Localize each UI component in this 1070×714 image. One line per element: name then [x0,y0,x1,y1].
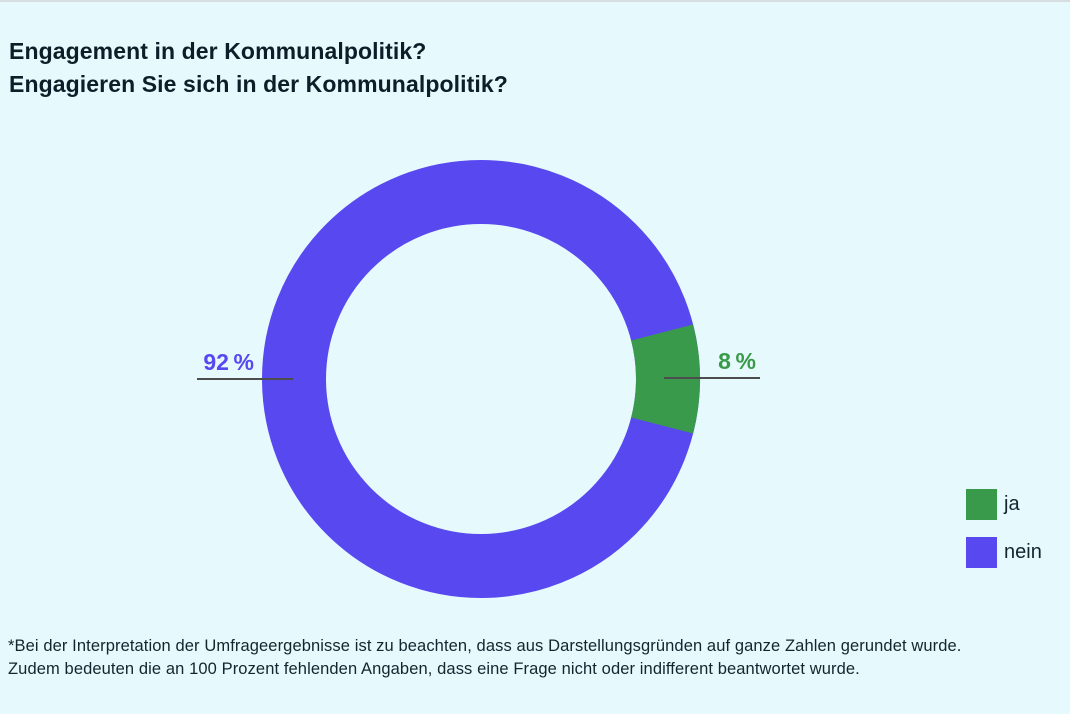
legend: ja nein [966,489,1042,585]
page-subtitle: Engagieren Sie sich in der Kommunalpolit… [9,71,508,97]
legend-item-ja: ja [966,489,1042,520]
label-nein-percent: 92 % [203,349,254,375]
footnote-line-2: Zudem bedeuten die an 100 Prozent fehlen… [8,660,860,678]
legend-swatch-nein [966,537,997,568]
page-title: Engagement in der Kommunalpolitik? [9,38,427,64]
legend-label-ja: ja [1004,493,1020,515]
slice-nein [262,160,700,598]
footnote: *Bei der Interpretation der Umfrageergeb… [8,635,1028,681]
title-block: Engagement in der Kommunalpolitik? Engag… [9,35,508,101]
legend-item-nein: nein [966,537,1042,568]
label-ja-percent: 8 % [718,348,756,374]
legend-label-nein: nein [1004,541,1042,563]
footnote-line-1: *Bei der Interpretation der Umfrageergeb… [8,637,962,655]
legend-swatch-ja [966,489,997,520]
top-divider [0,0,1070,2]
